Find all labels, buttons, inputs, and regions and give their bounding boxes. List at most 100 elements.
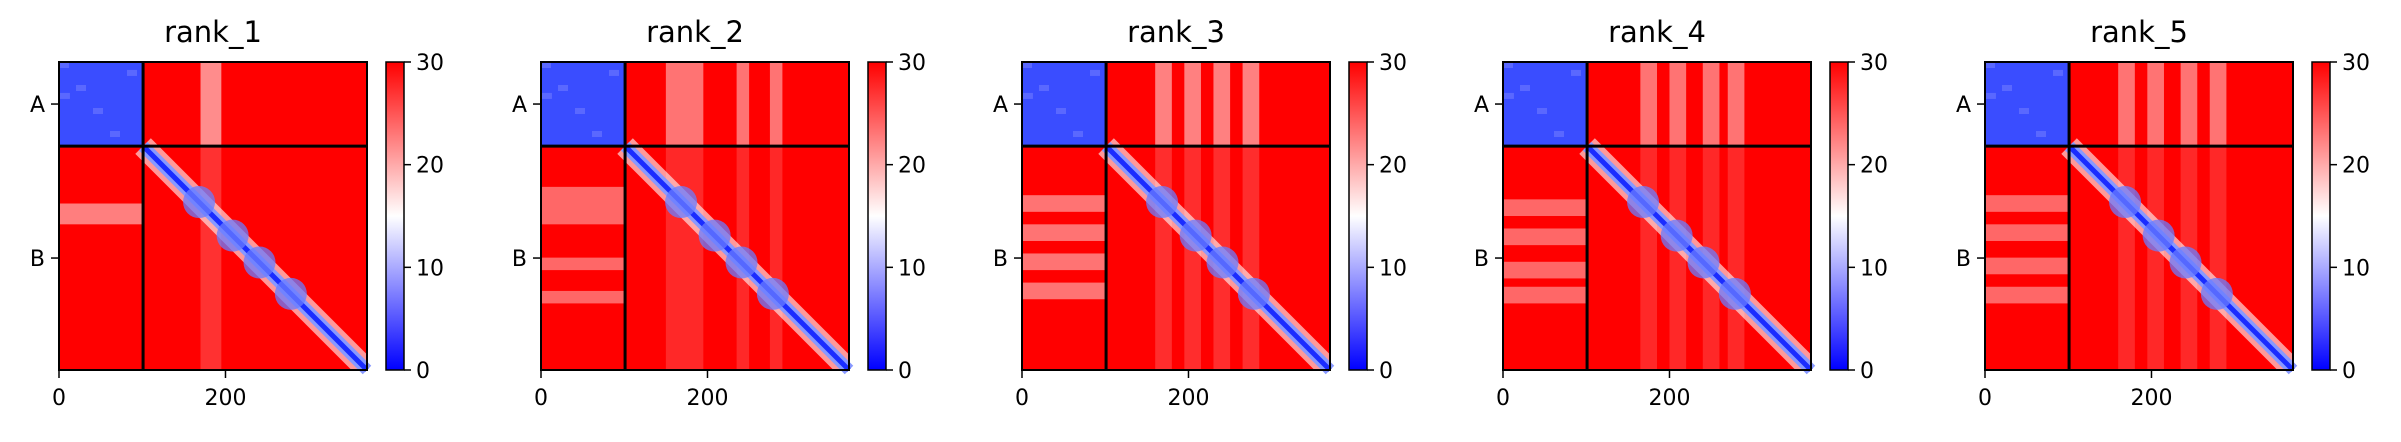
domain-blob [1660,219,1693,252]
chain-a-texture [1073,131,1083,137]
domain-blob [1237,277,1270,310]
colorbar-frame [1348,61,1368,371]
domain-blob [2169,246,2202,279]
interchain-band-mirror [1985,195,2070,212]
pae-panel: rank_4 0 200 A B 0 10 20 30 [1474,15,1888,411]
x-tick-label: 0 [1496,386,1510,411]
chain-a-texture [541,92,552,99]
chain-a-texture [1503,92,1514,99]
chain-b-band [1242,146,1260,370]
y-tick-label: B [993,247,1008,272]
interchain-band [1155,62,1172,147]
interchain-band-mirror [1022,195,1107,212]
chain-a-texture [1090,69,1100,76]
chain-a-texture [2036,131,2046,137]
chain-a-texture [1985,92,1996,99]
chain-b-band [2147,146,2164,370]
x-tick-label: 200 [686,386,728,411]
panel-title: rank_3 [1127,15,1225,49]
interchain-band-mirror [1503,261,1588,279]
interchain-band [1213,62,1231,147]
chain-a-texture [609,69,619,76]
chain-a-texture [558,85,568,91]
interchain-band [769,62,783,147]
y-tick-label: B [1956,247,1971,272]
domain-blob [665,186,698,219]
interchain-band [1640,62,1657,147]
colorbar-frame [2311,61,2331,371]
colorbar-tick-label: 30 [416,51,444,76]
colorbar [386,62,404,370]
colorbar [1349,62,1367,370]
interchain-band-mirror [1503,199,1588,216]
chain-a-block [1985,62,2070,147]
chain-a-texture [110,131,120,137]
chain-a-texture [541,62,551,68]
domain-blob [2200,277,2233,310]
domain-blob [274,277,307,310]
interchain-band-mirror [1503,228,1588,246]
plot-frame [58,61,368,371]
colorbar-tick-label: 30 [1379,51,1407,76]
chain-a-texture [93,108,103,114]
domain-blob [725,246,758,279]
y-tick-label: A [1956,93,1971,118]
chain-b-band [1669,146,1687,370]
x-tick-label: 200 [1167,386,1209,411]
interchain-band [2180,62,2198,147]
interchain-band-mirror [1503,286,1588,304]
interchain-band-mirror [541,186,626,225]
chain-a-texture [1022,62,1032,68]
colorbar-tick-label: 20 [416,154,444,179]
interchain-band [2118,62,2135,147]
colorbar-tick-label: 10 [1860,256,1888,281]
chain-a-texture [127,69,137,76]
domain-blob [756,277,789,310]
colorbar-tick-label: 30 [898,51,926,76]
x-tick-label: 0 [534,386,548,411]
x-tick-label: 0 [1978,386,1992,411]
domain-blob [1206,246,1239,279]
interchain-band [200,62,222,147]
pae-panel: rank_5 0 200 A B 0 10 20 30 [1956,15,2370,411]
plot-frame [1502,61,1812,371]
domain-blob [1146,186,1179,219]
chain-b-band [1727,146,1745,370]
interchain-band [1184,62,1201,147]
colorbar [868,62,886,370]
x-tick-label: 200 [2130,386,2172,411]
colorbar-tick-label: 30 [2342,51,2370,76]
domain-blob [1687,246,1720,279]
chain-a-texture [1056,108,1066,114]
chain-a-block [541,62,626,147]
domain-blob [243,246,276,279]
chain-b-band [2118,146,2135,370]
chain-a-texture [1985,62,1995,68]
interchain-band [1727,62,1745,147]
colorbar-tick-label: 0 [416,359,430,384]
domain-blob [2142,219,2175,252]
x-tick-label: 0 [52,386,66,411]
y-tick-label: A [1474,93,1489,118]
y-tick-label: A [993,93,1008,118]
chain-a-texture [2019,108,2029,114]
chain-a-texture [2002,85,2012,91]
y-tick-label: A [30,93,45,118]
colorbar [2312,62,2330,370]
chain-a-block [1503,62,1588,147]
colorbar-tick-label: 20 [1860,154,1888,179]
colorbar-tick-label: 10 [2342,256,2370,281]
colorbar-tick-label: 0 [1379,359,1393,384]
x-tick-label: 200 [204,386,246,411]
chain-b-band [1184,146,1201,370]
colorbar-frame [385,61,405,371]
colorbar-tick-label: 30 [1860,51,1888,76]
colorbar-tick-label: 10 [416,256,444,281]
interchain-band [665,62,704,147]
pae-panel: rank_1 0 200 A B 0 10 20 30 [30,15,444,411]
chain-a-texture [2053,69,2063,76]
domain-blob [183,186,216,219]
panel-title: rank_1 [164,15,262,49]
chain-b-band [769,146,783,370]
